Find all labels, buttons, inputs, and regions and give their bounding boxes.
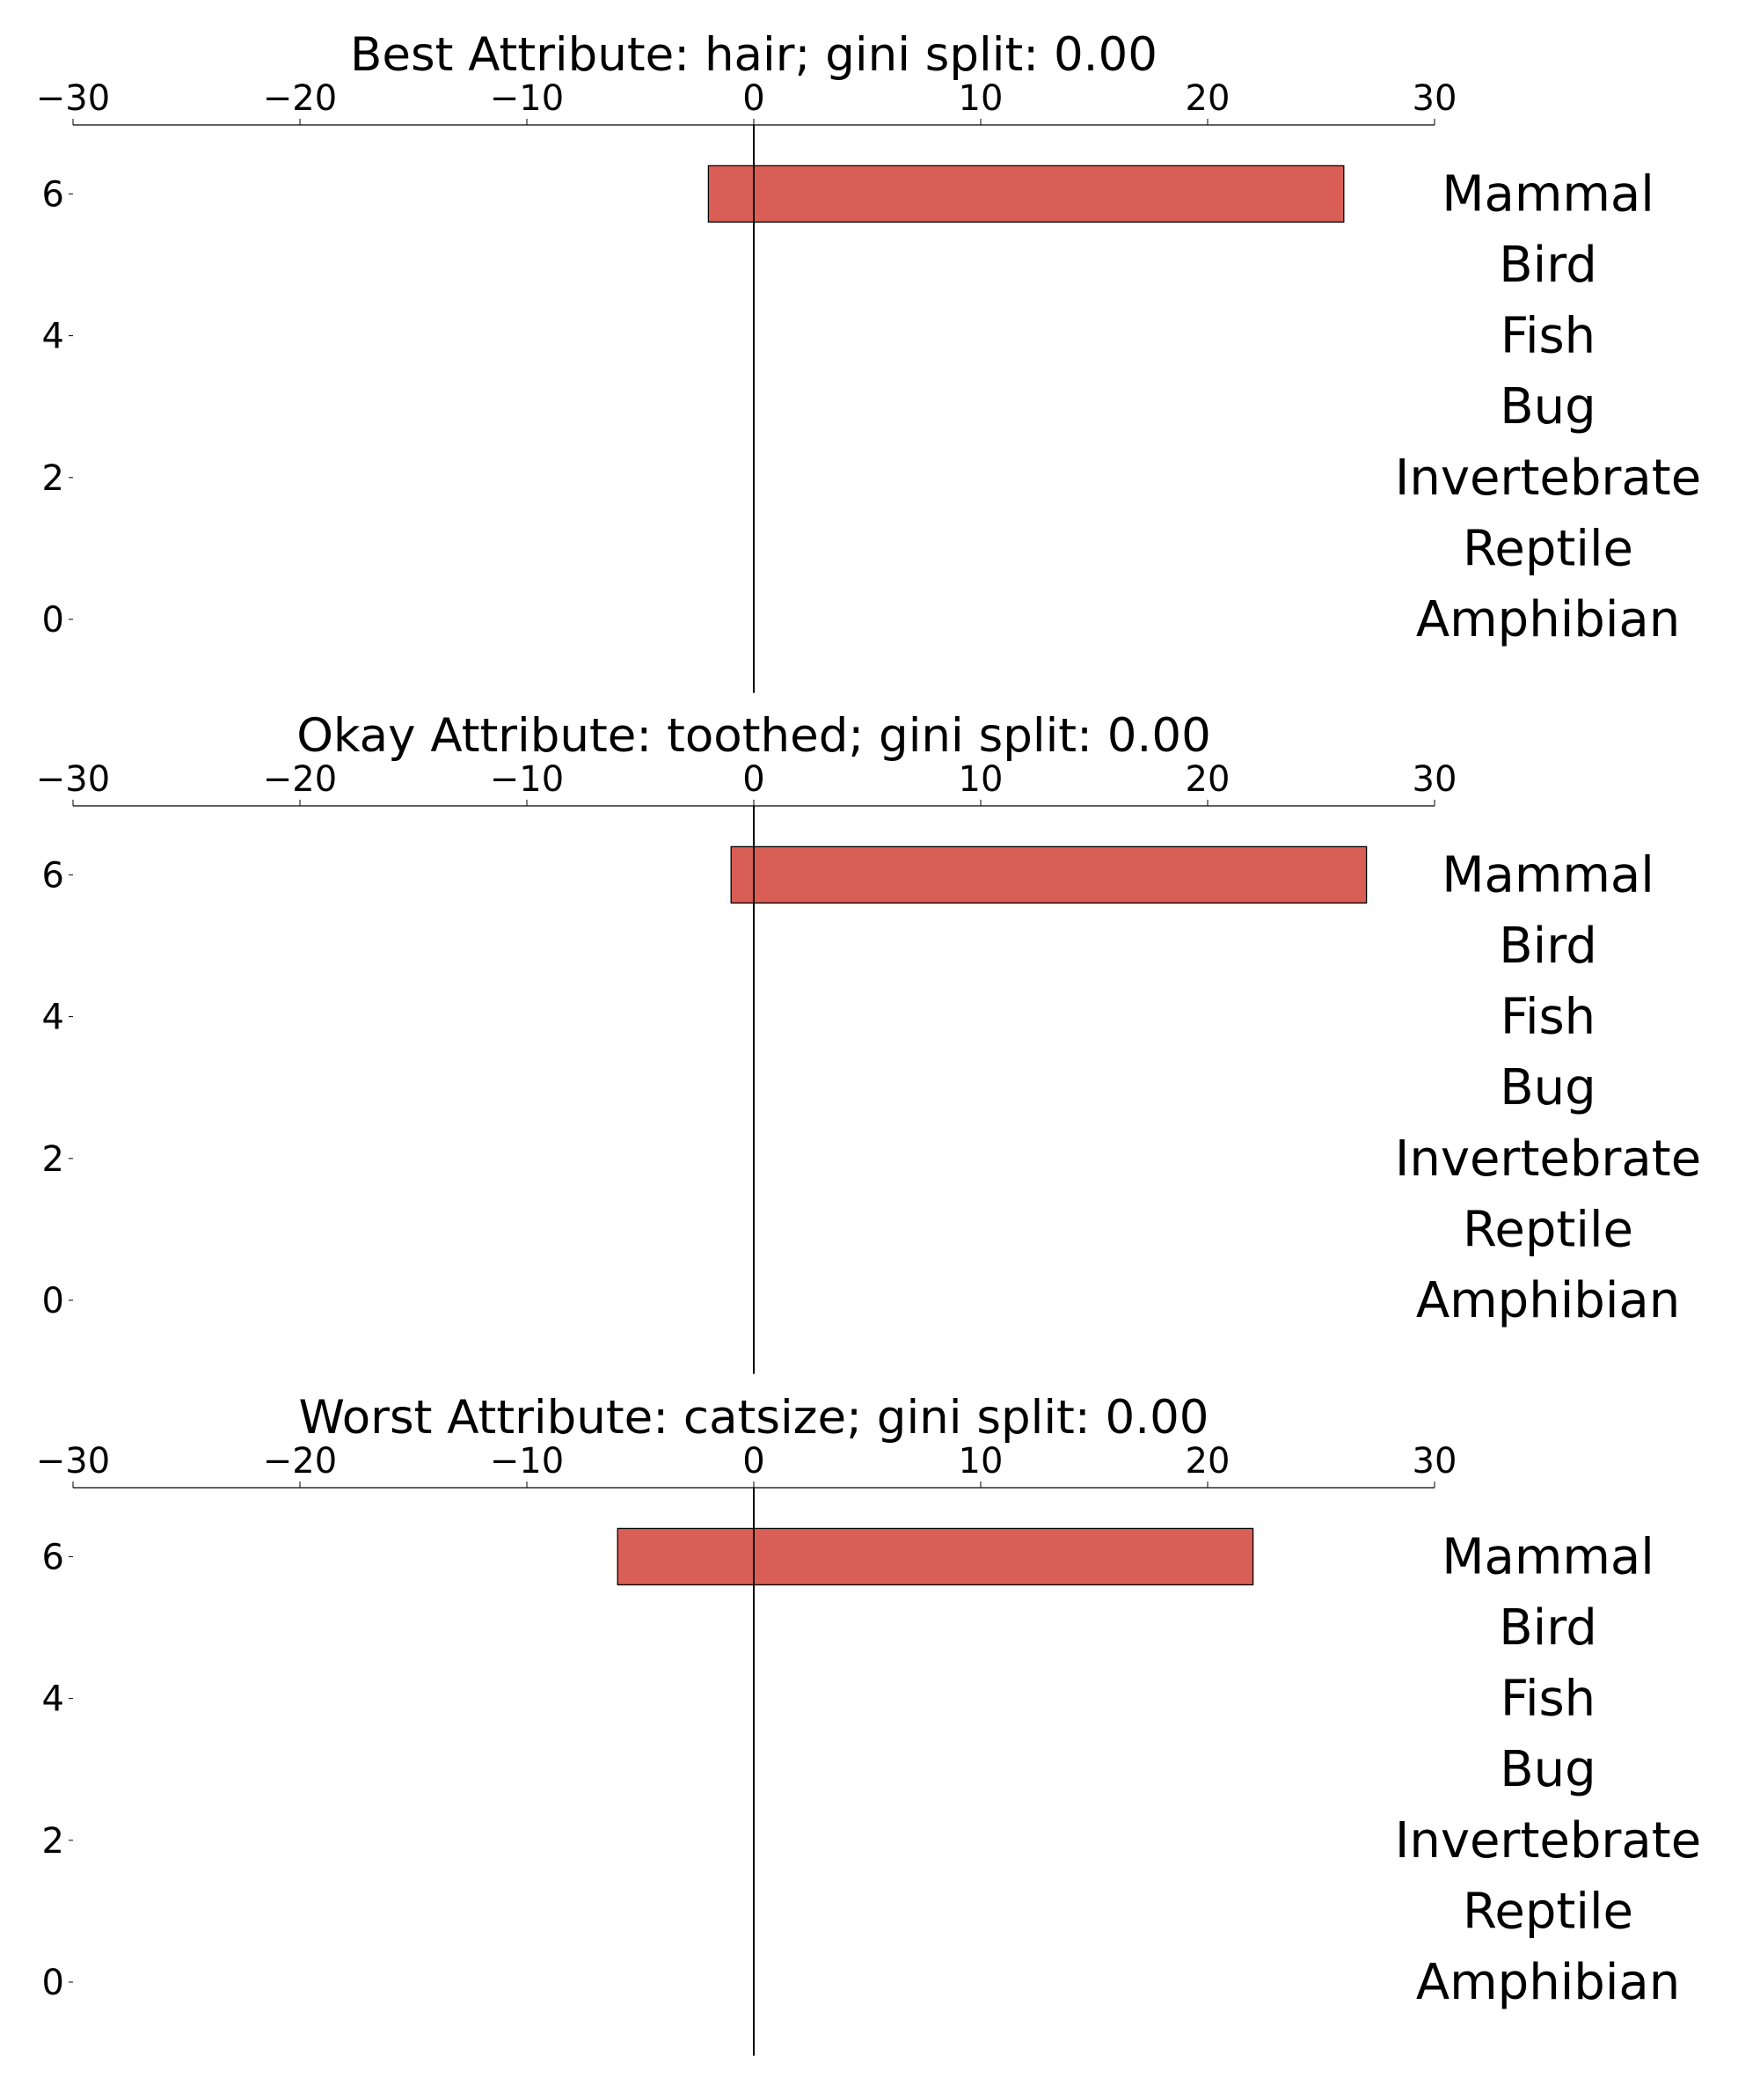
y-tick-label: 0 [42, 600, 64, 640]
y-tick-label: 6 [42, 174, 64, 215]
class-label: Mammal [1442, 165, 1654, 223]
class-label: Bug [1500, 1059, 1596, 1116]
chart-title: Best Attribute: hair; gini split: 0.00 [350, 28, 1157, 82]
y-tick-label: 0 [42, 1963, 64, 2003]
class-label: Fish [1501, 1671, 1596, 1728]
bar-mammal [707, 165, 1345, 223]
y-tick-label: 2 [42, 1139, 64, 1180]
class-label: Reptile [1463, 1201, 1633, 1258]
class-label: Reptile [1463, 1883, 1633, 1940]
x-tick-label: 10 [959, 759, 1004, 800]
y-tick-label: 2 [42, 458, 64, 499]
y-tick-label: 2 [42, 1821, 64, 1862]
y-tick-label: 0 [42, 1281, 64, 1321]
chart-title: Worst Attribute: catsize; gini split: 0.… [298, 1391, 1209, 1445]
x-tick-label: 10 [959, 78, 1004, 119]
x-tick-label: −20 [263, 1441, 337, 1482]
class-label: Invertebrate [1395, 1130, 1701, 1188]
class-label: Bird [1499, 237, 1597, 294]
x-tick-label: −10 [490, 78, 564, 119]
x-tick-label: −20 [263, 759, 337, 800]
chart-title: Okay Attribute: toothed; gini split: 0.0… [296, 709, 1211, 763]
class-label: Bug [1500, 378, 1596, 435]
y-tick-label: 4 [42, 317, 64, 357]
x-tick-label: 0 [742, 78, 764, 119]
class-label: Fish [1501, 308, 1596, 365]
x-tick-label: 30 [1413, 1441, 1457, 1482]
x-tick-label: −30 [36, 759, 110, 800]
bar-mammal [730, 845, 1368, 904]
x-tick-label: 20 [1186, 759, 1230, 800]
x-tick-label: 20 [1186, 78, 1230, 119]
x-tick-label: 30 [1413, 78, 1457, 119]
class-label: Bird [1499, 1599, 1597, 1657]
x-tick-label: −10 [490, 1441, 564, 1482]
y-tick-label: 4 [42, 1679, 64, 1720]
class-label: Mammal [1442, 846, 1654, 904]
bar-mammal [617, 1527, 1254, 1586]
x-tick-label: 20 [1186, 1441, 1230, 1482]
y-tick-label: 4 [42, 998, 64, 1038]
x-tick-label: −10 [490, 759, 564, 800]
class-label: Bug [1500, 1741, 1596, 1798]
class-label: Mammal [1442, 1528, 1654, 1585]
x-tick-label: 0 [742, 759, 764, 800]
class-label: Reptile [1463, 520, 1633, 577]
x-tick-label: 10 [959, 1441, 1004, 1482]
x-tick-label: −20 [263, 78, 337, 119]
y-tick-label: 6 [42, 1537, 64, 1577]
class-label: Invertebrate [1395, 450, 1701, 507]
class-label: Invertebrate [1395, 1812, 1701, 1870]
class-label: Amphibian [1416, 591, 1680, 648]
class-label: Bird [1499, 918, 1597, 975]
class-label: Amphibian [1416, 1272, 1680, 1329]
x-tick-label: −30 [36, 78, 110, 119]
x-tick-label: 30 [1413, 759, 1457, 800]
class-label: Fish [1501, 989, 1596, 1046]
x-tick-label: −30 [36, 1441, 110, 1482]
y-tick-label: 6 [42, 855, 64, 896]
class-label: Amphibian [1416, 1954, 1680, 2011]
x-tick-label: 0 [742, 1441, 764, 1482]
